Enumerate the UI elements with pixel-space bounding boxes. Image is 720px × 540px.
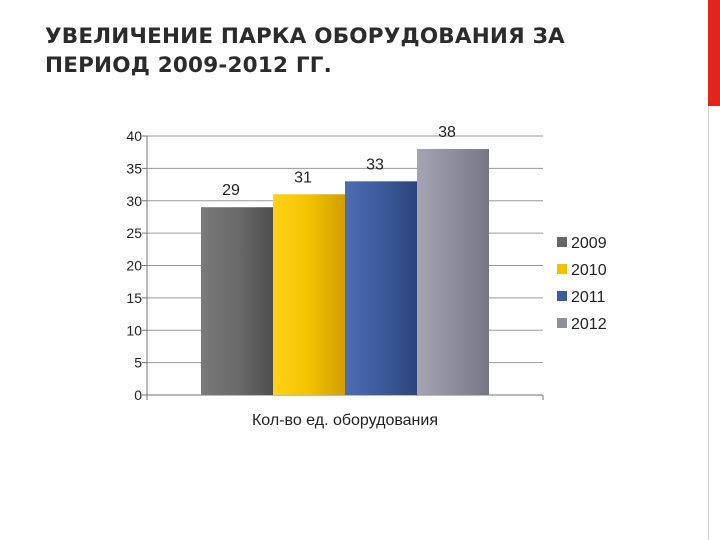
legend-label-2010: 2010 [571, 262, 607, 279]
data-label-2009: 29 [222, 182, 240, 199]
bar-2011 [345, 181, 417, 395]
y-tick-labels: 0 5 10 15 20 25 30 35 40 [126, 128, 142, 403]
legend: 2009 2010 2011 2012 [557, 235, 607, 333]
legend-label-2012: 2012 [571, 316, 607, 333]
legend-label-2009: 2009 [571, 235, 607, 252]
legend-swatch-2011 [557, 291, 567, 301]
y-tick-label-30: 30 [126, 193, 142, 209]
y-tick-label-20: 20 [126, 258, 142, 274]
y-tick-label-40: 40 [126, 128, 142, 144]
y-tick-label-0: 0 [134, 387, 142, 403]
legend-swatch-2012 [557, 318, 567, 328]
bars [201, 148, 489, 395]
red-accent-block [708, 0, 720, 106]
data-label-2010: 31 [294, 169, 312, 186]
slide-title-line-2: ПЕРИОД 2009-2012 ГГ. [45, 53, 332, 78]
legend-swatch-2009 [557, 237, 567, 247]
bar-2009 [201, 207, 273, 395]
x-category-labels: Кол-во ед. оборудования [252, 412, 438, 429]
y-tick-label-35: 35 [126, 160, 142, 176]
bar-2010 [273, 194, 345, 395]
slide-title-line-1: УВЕЛИЧЕНИЕ ПАРКА ОБОРУДОВАНИЯ ЗА [45, 24, 565, 49]
side-divider-line [708, 106, 709, 540]
data-label-2011: 33 [366, 156, 384, 173]
x-category-label: Кол-во ед. оборудования [252, 412, 438, 429]
y-tick-label-10: 10 [126, 322, 142, 338]
y-tick-label-25: 25 [126, 225, 142, 241]
data-label-2012: 38 [438, 124, 456, 141]
y-tick-label-5: 5 [134, 355, 142, 371]
bar-2012 [417, 148, 489, 395]
slide-title: УВЕЛИЧЕНИЕ ПАРКА ОБОРУДОВАНИЯ ЗА ПЕРИОД … [45, 22, 665, 80]
data-labels: 29 31 33 38 [222, 124, 456, 199]
legend-label-2011: 2011 [571, 289, 606, 306]
slide-side-accent [708, 0, 720, 540]
legend-swatch-2010 [557, 264, 567, 274]
y-tick-label-15: 15 [126, 290, 142, 306]
